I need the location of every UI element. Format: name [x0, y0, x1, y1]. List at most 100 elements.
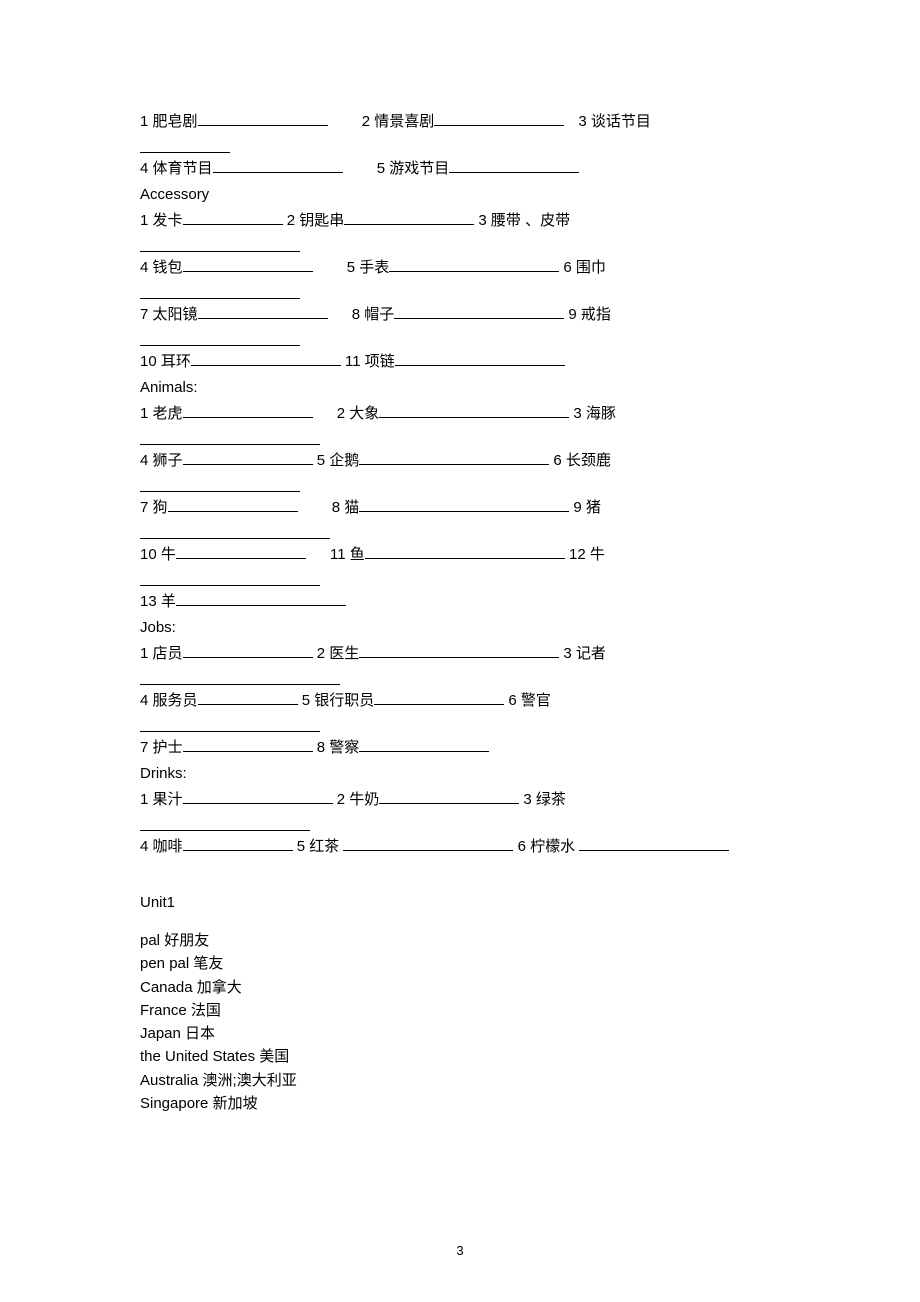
vocab-entry: Canada 加拿大: [140, 976, 790, 999]
drinks-item: 3 绿茶: [523, 791, 566, 808]
blank: [140, 284, 300, 299]
vocab-entry: France 法国: [140, 999, 790, 1022]
blank: [183, 737, 313, 752]
accessory-item: 10 耳环: [140, 353, 191, 370]
jobs-item: 5 银行职员: [302, 692, 375, 709]
drinks-item: 1 果汁: [140, 791, 183, 808]
blank: [140, 524, 330, 539]
blank: [140, 331, 300, 346]
blank: [359, 737, 489, 752]
accessory-item: 6 围巾: [563, 259, 606, 276]
animals-item: 6 长颈鹿: [553, 452, 611, 469]
accessory-item: 3 腰带 、皮带: [478, 212, 570, 229]
accessory-item: 1 发卡: [140, 212, 183, 229]
document-page: 1 肥皂剧 2 情景喜剧 3 谈话节目 4 体育节目 5 游戏节目 Access…: [0, 0, 920, 1302]
animals-item: 2 大象: [337, 405, 380, 422]
animals-item: 11 鱼: [330, 546, 365, 563]
vocab-entry: the United States 美国: [140, 1045, 790, 1068]
drinks-row-1: 1 果汁 2 牛奶 3 绿茶: [140, 788, 790, 812]
vocab-entry: pal 好朋友: [140, 929, 790, 952]
blank: [449, 158, 579, 173]
blank: [168, 497, 298, 512]
tv-item: 1 肥皂剧: [140, 113, 198, 130]
blank: [359, 497, 569, 512]
jobs-item: 4 服务员: [140, 692, 198, 709]
vocab-entry: pen pal 笔友: [140, 952, 790, 975]
blank: [176, 591, 346, 606]
blank: [183, 643, 313, 658]
vocab-entry: Australia 澳洲;澳大利亚: [140, 1069, 790, 1092]
animals-item: 8 猫: [332, 499, 360, 516]
drinks-row-2: 4 咖啡 5 红茶 6 柠檬水: [140, 835, 790, 859]
accessory-row-3: 7 太阳镜 8 帽子 9 戒指: [140, 303, 790, 327]
accessory-row-2: 4 钱包 5 手表 6 围巾: [140, 256, 790, 280]
blank: [176, 544, 306, 559]
jobs-item: 8 警察: [317, 739, 360, 756]
unit1-heading: Unit1: [140, 891, 790, 915]
blank: [213, 158, 343, 173]
tv-item: 3 谈话节目: [578, 113, 651, 130]
animals-row-3: 7 狗 8 猫 9 猪: [140, 496, 790, 520]
animals-item: 4 狮子: [140, 452, 183, 469]
unit1-vocab-list: pal 好朋友 pen pal 笔友 Canada 加拿大 France 法国 …: [140, 929, 790, 1115]
blank: [140, 237, 300, 252]
blank: [365, 544, 565, 559]
jobs-item: 7 护士: [140, 739, 183, 756]
blank: [140, 138, 230, 153]
blank: [579, 836, 729, 851]
jobs-item: 2 医生: [317, 645, 360, 662]
jobs-heading: Jobs:: [140, 616, 790, 640]
accessory-item: 11 项链: [345, 353, 395, 370]
blank: [343, 836, 513, 851]
accessory-item: 7 太阳镜: [140, 306, 198, 323]
blank: [198, 111, 328, 126]
blank: [359, 643, 559, 658]
animals-item: 1 老虎: [140, 405, 183, 422]
blank: [140, 477, 300, 492]
vocab-entry: Singapore 新加坡: [140, 1092, 790, 1115]
drinks-item: 5 红茶: [297, 838, 340, 855]
blank: [359, 450, 549, 465]
accessory-item: 9 戒指: [568, 306, 611, 323]
animals-item: 10 牛: [140, 546, 176, 563]
animals-item: 9 猪: [573, 499, 601, 516]
spacer: [140, 915, 790, 929]
jobs-item: 3 记者: [563, 645, 606, 662]
accessory-row-4: 10 耳环 11 项链: [140, 350, 790, 374]
accessory-item: 2 钥匙串: [287, 212, 345, 229]
blank: [395, 351, 565, 366]
animals-row-4: 10 牛 11 鱼 12 牛: [140, 543, 790, 567]
blank: [198, 690, 298, 705]
animals-item: 13 羊: [140, 593, 176, 610]
jobs-row-3: 7 护士 8 警察: [140, 736, 790, 760]
animals-heading: Animals:: [140, 376, 790, 400]
blank: [183, 789, 333, 804]
jobs-row-2: 4 服务员 5 银行职员 6 警官: [140, 689, 790, 713]
tv-item: 4 体育节目: [140, 160, 213, 177]
blank: [183, 403, 313, 418]
page-number: 3: [0, 1241, 920, 1262]
blank: [140, 430, 320, 445]
tv-row-2: 4 体育节目 5 游戏节目: [140, 157, 790, 181]
animals-row-5: 13 羊: [140, 590, 790, 614]
accessory-heading: Accessory: [140, 183, 790, 207]
drinks-item: 4 咖啡: [140, 838, 183, 855]
blank: [183, 836, 293, 851]
blank: [374, 690, 504, 705]
blank: [191, 351, 341, 366]
animals-item: 3 海豚: [573, 405, 616, 422]
tv-item: 5 游戏节目: [377, 160, 450, 177]
blank: [389, 257, 559, 272]
blank: [140, 717, 320, 732]
blank: [140, 670, 340, 685]
accessory-item: 4 钱包: [140, 259, 183, 276]
spacer: [140, 861, 790, 891]
accessory-item: 5 手表: [347, 259, 390, 276]
blank: [183, 257, 313, 272]
tv-row-1: 1 肥皂剧 2 情景喜剧 3 谈话节目: [140, 110, 790, 134]
jobs-item: 1 店员: [140, 645, 183, 662]
blank: [379, 403, 569, 418]
drinks-item: 2 牛奶: [337, 791, 380, 808]
animals-row-2: 4 狮子 5 企鹅 6 长颈鹿: [140, 449, 790, 473]
blank: [344, 210, 474, 225]
